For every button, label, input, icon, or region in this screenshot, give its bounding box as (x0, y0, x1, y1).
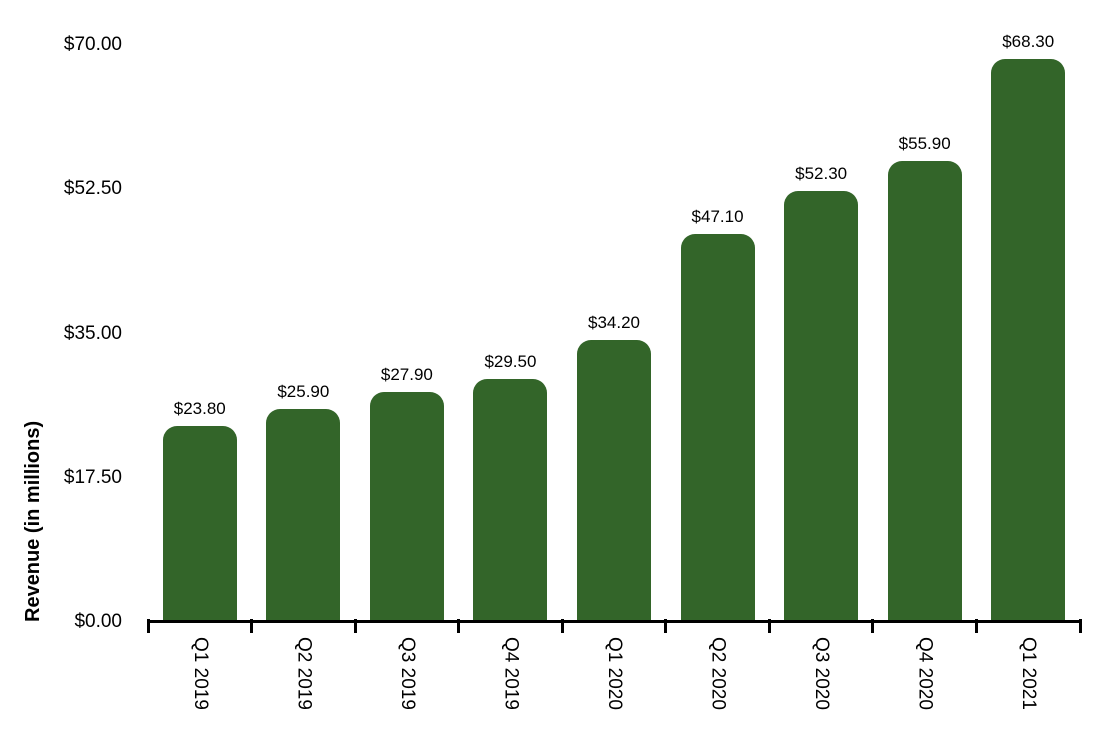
x-axis-tick (457, 619, 461, 633)
bar-value-label: $29.50 (484, 351, 537, 371)
x-axis-tick (871, 619, 875, 633)
bar (991, 59, 1066, 622)
y-tick-label: $17.50 (63, 466, 122, 488)
x-axis-tick (250, 619, 254, 633)
x-tick-label: Q1 2020 (604, 637, 625, 710)
bar-value-label: $52.30 (795, 163, 848, 183)
bar-value-label: $47.10 (691, 206, 744, 226)
y-tick-label: $35.00 (63, 322, 122, 344)
bar (680, 233, 755, 622)
y-tick-label: $70.00 (63, 34, 122, 55)
bar-value-label: $55.90 (898, 134, 951, 154)
x-axis-tick (353, 619, 357, 633)
x-tick-label: Q4 2020 (914, 637, 936, 710)
x-axis-tick (146, 619, 150, 633)
x-axis-tick (974, 619, 978, 633)
bar (577, 340, 651, 622)
x-tick-label: Q4 2019 (500, 637, 522, 710)
x-axis-tick (1078, 619, 1082, 633)
x-axis-line (148, 620, 1080, 623)
x-tick-label: Q3 2019 (396, 637, 418, 710)
bar (266, 408, 341, 622)
bar-value-label: $27.90 (380, 365, 433, 385)
x-axis-tick (767, 619, 771, 633)
x-tick-label: Q2 2020 (707, 637, 729, 710)
x-tick-label: Q1 2021 (1018, 637, 1040, 710)
x-axis-tick (560, 619, 564, 633)
bar (784, 190, 859, 622)
bar-value-label: $34.20 (588, 313, 640, 333)
bar (887, 161, 962, 622)
x-tick-label: Q2 2019 (293, 637, 315, 710)
y-tick-label: $0.00 (74, 611, 122, 632)
y-tick-label: $52.50 (63, 178, 122, 200)
x-tick-label: Q1 2019 (189, 637, 211, 710)
bar (162, 425, 237, 622)
bar-value-label: $23.80 (173, 398, 226, 418)
x-axis-tick (664, 619, 668, 633)
x-tick-label: Q3 2020 (811, 637, 833, 710)
bar (369, 392, 444, 622)
bar (473, 378, 548, 622)
bar-value-label: $25.90 (277, 381, 330, 401)
bar-value-label: $68.30 (1002, 32, 1055, 51)
